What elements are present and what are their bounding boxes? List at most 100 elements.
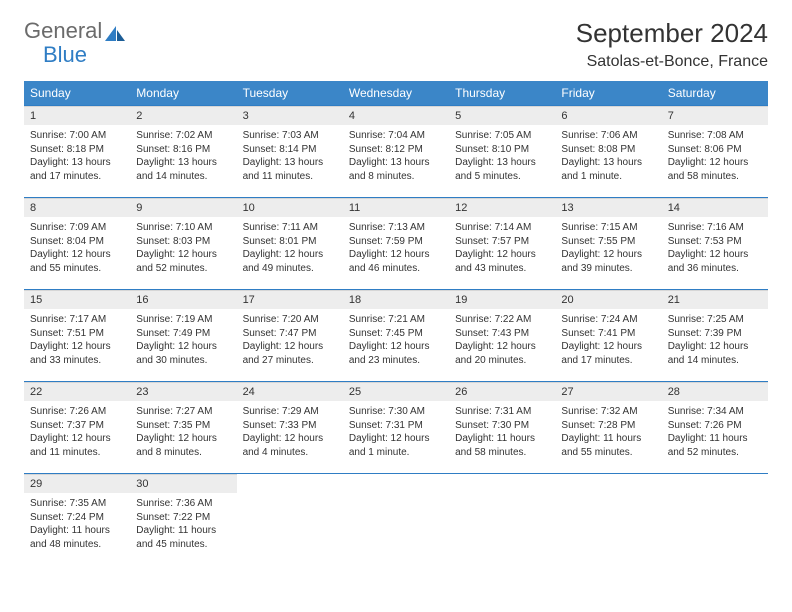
day-d2: and 14 minutes.	[668, 354, 762, 368]
day-d1: Daylight: 11 hours	[668, 432, 762, 446]
weekday-header-row: Sunday Monday Tuesday Wednesday Thursday…	[24, 81, 768, 106]
day-body: Sunrise: 7:19 AMSunset: 7:49 PMDaylight:…	[130, 309, 236, 373]
day-body: Sunrise: 7:31 AMSunset: 7:30 PMDaylight:…	[449, 401, 555, 465]
day-ss: Sunset: 8:08 PM	[561, 143, 655, 157]
day-sr: Sunrise: 7:10 AM	[136, 221, 230, 235]
day-ss: Sunset: 8:14 PM	[243, 143, 337, 157]
day-sr: Sunrise: 7:20 AM	[243, 313, 337, 327]
week-row: 1Sunrise: 7:00 AMSunset: 8:18 PMDaylight…	[24, 106, 768, 198]
week-row: 15Sunrise: 7:17 AMSunset: 7:51 PMDayligh…	[24, 290, 768, 382]
weekday-header: Friday	[555, 81, 661, 106]
day-cell: 9Sunrise: 7:10 AMSunset: 8:03 PMDaylight…	[130, 198, 236, 290]
day-sr: Sunrise: 7:22 AM	[455, 313, 549, 327]
day-number: 9	[130, 198, 236, 217]
weekday-header: Tuesday	[237, 81, 343, 106]
day-d2: and 11 minutes.	[30, 446, 124, 460]
day-body: Sunrise: 7:20 AMSunset: 7:47 PMDaylight:…	[237, 309, 343, 373]
day-cell: 5Sunrise: 7:05 AMSunset: 8:10 PMDaylight…	[449, 106, 555, 198]
day-sr: Sunrise: 7:02 AM	[136, 129, 230, 143]
day-sr: Sunrise: 7:35 AM	[30, 497, 124, 511]
day-d2: and 11 minutes.	[243, 170, 337, 184]
day-sr: Sunrise: 7:21 AM	[349, 313, 443, 327]
day-d1: Daylight: 12 hours	[349, 248, 443, 262]
day-cell: 23Sunrise: 7:27 AMSunset: 7:35 PMDayligh…	[130, 382, 236, 474]
day-ss: Sunset: 8:12 PM	[349, 143, 443, 157]
day-d2: and 8 minutes.	[349, 170, 443, 184]
day-d2: and 55 minutes.	[30, 262, 124, 276]
day-body: Sunrise: 7:11 AMSunset: 8:01 PMDaylight:…	[237, 217, 343, 281]
weekday-header: Saturday	[662, 81, 768, 106]
day-number: 12	[449, 198, 555, 217]
day-number: 4	[343, 106, 449, 125]
day-cell: 13Sunrise: 7:15 AMSunset: 7:55 PMDayligh…	[555, 198, 661, 290]
day-number: 19	[449, 290, 555, 309]
day-cell: 10Sunrise: 7:11 AMSunset: 8:01 PMDayligh…	[237, 198, 343, 290]
day-number: 18	[343, 290, 449, 309]
day-number: 8	[24, 198, 130, 217]
day-sr: Sunrise: 7:34 AM	[668, 405, 762, 419]
day-ss: Sunset: 8:04 PM	[30, 235, 124, 249]
day-ss: Sunset: 7:43 PM	[455, 327, 549, 341]
day-d1: Daylight: 12 hours	[136, 340, 230, 354]
day-sr: Sunrise: 7:25 AM	[668, 313, 762, 327]
day-d2: and 55 minutes.	[561, 446, 655, 460]
day-d2: and 5 minutes.	[455, 170, 549, 184]
day-d2: and 43 minutes.	[455, 262, 549, 276]
day-ss: Sunset: 7:55 PM	[561, 235, 655, 249]
day-ss: Sunset: 8:16 PM	[136, 143, 230, 157]
day-body: Sunrise: 7:08 AMSunset: 8:06 PMDaylight:…	[662, 125, 768, 189]
day-number: 3	[237, 106, 343, 125]
day-d1: Daylight: 12 hours	[136, 432, 230, 446]
day-cell: 12Sunrise: 7:14 AMSunset: 7:57 PMDayligh…	[449, 198, 555, 290]
day-body: Sunrise: 7:05 AMSunset: 8:10 PMDaylight:…	[449, 125, 555, 189]
day-ss: Sunset: 7:47 PM	[243, 327, 337, 341]
day-body: Sunrise: 7:15 AMSunset: 7:55 PMDaylight:…	[555, 217, 661, 281]
day-sr: Sunrise: 7:15 AM	[561, 221, 655, 235]
day-sr: Sunrise: 7:32 AM	[561, 405, 655, 419]
day-number: 29	[24, 474, 130, 493]
day-d2: and 48 minutes.	[30, 538, 124, 552]
day-cell: 19Sunrise: 7:22 AMSunset: 7:43 PMDayligh…	[449, 290, 555, 382]
day-number: 24	[237, 382, 343, 401]
weekday-header: Monday	[130, 81, 236, 106]
day-ss: Sunset: 8:18 PM	[30, 143, 124, 157]
day-d1: Daylight: 12 hours	[243, 432, 337, 446]
day-number: 20	[555, 290, 661, 309]
day-ss: Sunset: 7:31 PM	[349, 419, 443, 433]
day-d1: Daylight: 11 hours	[136, 524, 230, 538]
day-body: Sunrise: 7:16 AMSunset: 7:53 PMDaylight:…	[662, 217, 768, 281]
day-body: Sunrise: 7:09 AMSunset: 8:04 PMDaylight:…	[24, 217, 130, 281]
day-d1: Daylight: 11 hours	[561, 432, 655, 446]
day-number: 21	[662, 290, 768, 309]
day-sr: Sunrise: 7:17 AM	[30, 313, 124, 327]
day-cell: 18Sunrise: 7:21 AMSunset: 7:45 PMDayligh…	[343, 290, 449, 382]
day-cell: 20Sunrise: 7:24 AMSunset: 7:41 PMDayligh…	[555, 290, 661, 382]
day-d2: and 58 minutes.	[668, 170, 762, 184]
day-body: Sunrise: 7:13 AMSunset: 7:59 PMDaylight:…	[343, 217, 449, 281]
day-d1: Daylight: 11 hours	[455, 432, 549, 446]
day-ss: Sunset: 8:06 PM	[668, 143, 762, 157]
day-d2: and 20 minutes.	[455, 354, 549, 368]
day-body: Sunrise: 7:04 AMSunset: 8:12 PMDaylight:…	[343, 125, 449, 189]
day-body: Sunrise: 7:29 AMSunset: 7:33 PMDaylight:…	[237, 401, 343, 465]
brand-part2: Blue	[43, 42, 87, 68]
day-body: Sunrise: 7:36 AMSunset: 7:22 PMDaylight:…	[130, 493, 236, 557]
day-d1: Daylight: 12 hours	[668, 156, 762, 170]
day-cell: 27Sunrise: 7:32 AMSunset: 7:28 PMDayligh…	[555, 382, 661, 474]
day-d1: Daylight: 12 hours	[668, 340, 762, 354]
day-body: Sunrise: 7:02 AMSunset: 8:16 PMDaylight:…	[130, 125, 236, 189]
day-d1: Daylight: 12 hours	[455, 248, 549, 262]
day-cell: 15Sunrise: 7:17 AMSunset: 7:51 PMDayligh…	[24, 290, 130, 382]
day-cell: 14Sunrise: 7:16 AMSunset: 7:53 PMDayligh…	[662, 198, 768, 290]
day-number: 22	[24, 382, 130, 401]
day-body: Sunrise: 7:06 AMSunset: 8:08 PMDaylight:…	[555, 125, 661, 189]
day-number: 23	[130, 382, 236, 401]
day-sr: Sunrise: 7:06 AM	[561, 129, 655, 143]
day-ss: Sunset: 7:30 PM	[455, 419, 549, 433]
day-number: 1	[24, 106, 130, 125]
day-cell: 25Sunrise: 7:30 AMSunset: 7:31 PMDayligh…	[343, 382, 449, 474]
day-d1: Daylight: 12 hours	[668, 248, 762, 262]
day-ss: Sunset: 7:37 PM	[30, 419, 124, 433]
day-d1: Daylight: 13 hours	[136, 156, 230, 170]
day-body: Sunrise: 7:22 AMSunset: 7:43 PMDaylight:…	[449, 309, 555, 373]
